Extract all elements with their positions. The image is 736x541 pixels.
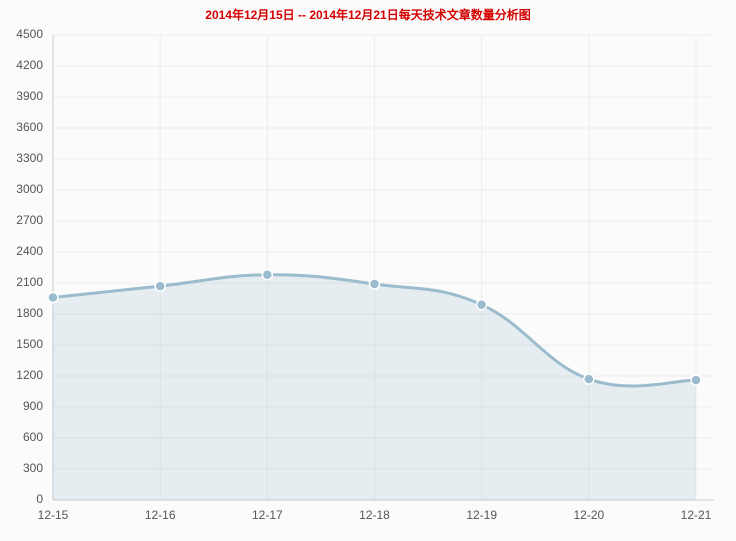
point [154,280,166,292]
y-tick-label: 0 [36,492,43,506]
x-tick-label: 12-18 [359,508,390,522]
y-tick-label: 1200 [16,368,43,382]
x-tick-label: 12-21 [681,508,712,522]
point [368,278,381,290]
point [261,268,274,281]
y-tick-label: 4200 [16,58,43,72]
y-tick-label: 2100 [16,275,43,289]
point [583,373,595,385]
area [53,274,696,500]
y-tick-label: 3000 [16,182,43,196]
y-tick-label: 1500 [16,337,43,351]
y-tick-label: 2400 [16,244,43,258]
y-tick-label: 1800 [16,306,43,320]
y-tick-label: 900 [23,399,43,413]
y-tick-label: 300 [23,461,43,475]
x-tick-label: 12-20 [573,508,604,522]
chart-title: 2014年12月15日 -- 2014年12月21日每天技术文章数量分析图 [205,7,530,22]
y-tick-label: 3300 [16,151,43,165]
y-tick-label: 4500 [16,27,43,41]
point [475,298,488,311]
y-tick-label: 3900 [16,89,43,103]
y-tick-label: 3600 [16,120,43,134]
x-tick-label: 12-19 [466,508,497,522]
point [47,291,59,304]
x-tick-label: 12-17 [252,508,283,522]
x-tick-label: 12-15 [38,508,69,522]
x-tick-label: 12-16 [145,508,176,522]
point [690,374,702,386]
y-tick-label: 2700 [16,213,43,227]
y-tick-label: 600 [23,430,43,444]
